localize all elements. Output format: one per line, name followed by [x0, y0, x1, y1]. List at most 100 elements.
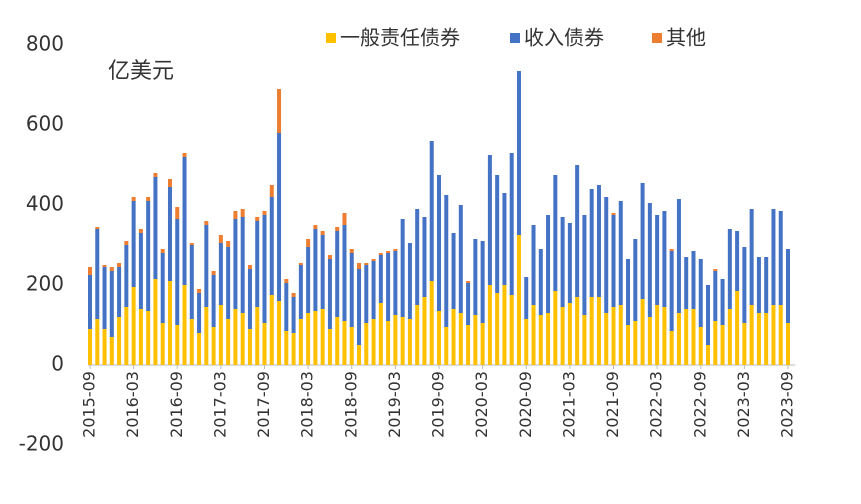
bar-segment [633, 321, 638, 365]
bar-segment [109, 271, 114, 337]
bar-segment [662, 307, 667, 365]
bar-segment [756, 313, 761, 365]
bar-segment [618, 305, 623, 365]
bar-segment [676, 199, 681, 313]
bar-segment [495, 175, 500, 293]
bar-segment [706, 345, 711, 365]
bar-segment [466, 325, 471, 365]
bar-segment [604, 313, 609, 365]
bar-segment [306, 239, 311, 247]
bar-segment [226, 241, 231, 247]
bar-segment [400, 317, 405, 365]
x-tick-label: 2021-09 [603, 371, 622, 438]
bar-segment [655, 215, 660, 305]
legend-label: 收入债券 [524, 26, 604, 50]
bar-segment [146, 311, 151, 365]
bar-segment [437, 311, 441, 365]
y-tick-label: 800 [26, 32, 64, 56]
bar-segment [182, 285, 187, 365]
bar-segment [102, 329, 107, 365]
bar-segment [575, 165, 580, 297]
bar-segment [233, 309, 238, 365]
bar-segment [247, 269, 252, 329]
bar-segment [531, 305, 536, 365]
bar-segment [357, 263, 362, 269]
bar-segment [509, 295, 514, 365]
bar-segment [567, 303, 572, 365]
bar-segment [393, 315, 398, 365]
bar-segment [218, 305, 223, 365]
bar-segment [357, 345, 362, 365]
bar-segment [342, 213, 347, 225]
bar-segment [786, 249, 790, 323]
bar-segment [269, 185, 274, 197]
bar-segment [269, 295, 274, 365]
bar-segment [262, 323, 267, 365]
bar-segment [720, 279, 725, 325]
x-tick-label: 2020-09 [516, 371, 535, 438]
bar-segment [495, 293, 500, 365]
bar-segment [298, 319, 303, 365]
x-tick-label: 2023-03 [734, 371, 753, 438]
bar-segment [575, 297, 580, 365]
bar-segment [502, 285, 507, 365]
bar-segment [211, 327, 216, 365]
bar-segment [182, 157, 187, 285]
bar-segment [95, 319, 100, 365]
bar-segment [473, 239, 478, 315]
bar-segment [626, 259, 631, 325]
x-tick-label: 2020-03 [472, 371, 491, 438]
bar-segment [451, 233, 456, 309]
bar-segment [124, 307, 129, 365]
bar-segment [749, 209, 754, 305]
x-tick-label: 2016-03 [123, 371, 142, 438]
bar-segment [480, 323, 485, 365]
x-tick-label: 2017-03 [210, 371, 229, 438]
bar-segment [640, 299, 645, 365]
bar-segment [197, 293, 202, 333]
bar-segment [669, 331, 674, 365]
bar-segment [735, 291, 740, 365]
bar-segment [233, 219, 238, 309]
bar-segment [662, 211, 667, 307]
bar-segment [117, 267, 122, 317]
bar-segment [640, 183, 645, 299]
y-tick-label: -200 [19, 432, 64, 456]
bar-segment [655, 305, 660, 365]
bar-segment [335, 227, 340, 231]
bar-segment [175, 325, 180, 365]
bar-segment [255, 217, 260, 221]
x-tick-label: 2021-03 [559, 371, 578, 438]
bar-segment [313, 225, 318, 229]
bar-segment [138, 229, 143, 233]
bar-segment [240, 313, 245, 365]
bar-segment [626, 325, 631, 365]
y-tick-label: 400 [26, 192, 64, 216]
bar-segment [713, 271, 718, 321]
bar-segment [262, 211, 267, 215]
bar-segment [582, 215, 587, 315]
bar-segment [364, 265, 369, 323]
bar-segment [233, 211, 238, 219]
bar-segment [466, 281, 471, 283]
bar-segment [458, 313, 463, 365]
bar-segment [393, 251, 398, 315]
x-tick-label: 2019-09 [429, 371, 448, 438]
bar-segment [211, 275, 216, 327]
y-tick-label: 600 [26, 112, 64, 136]
bar-segment [167, 179, 172, 187]
bar-segment [778, 305, 783, 365]
bar-segment [131, 201, 136, 287]
bar-segment [189, 243, 194, 245]
bar-segment [691, 309, 696, 365]
bar-segment [611, 215, 616, 307]
bar-segment [778, 211, 783, 305]
bar-segment [647, 317, 652, 365]
bar-segment [524, 277, 529, 319]
bar-segment [167, 187, 172, 281]
bar-segment [124, 245, 129, 307]
bar-segment [124, 241, 129, 245]
bar-segment [444, 327, 449, 365]
bar-segment [735, 231, 740, 291]
bar-segment [407, 319, 412, 365]
